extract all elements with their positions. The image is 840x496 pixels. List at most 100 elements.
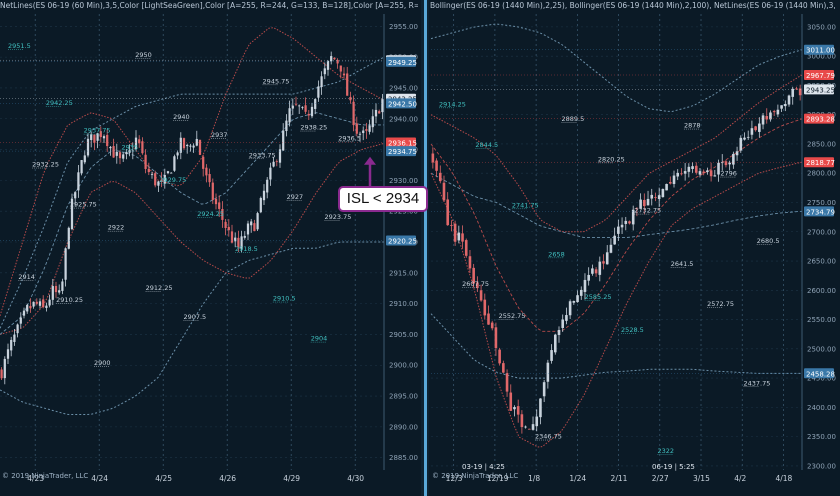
- y-tick-label: 2915.00: [389, 269, 418, 277]
- candle-body: [317, 86, 320, 98]
- candle-body: [746, 136, 750, 138]
- candle-body: [438, 172, 442, 182]
- level-label: 2932.25: [32, 161, 59, 169]
- level-label: 2904: [311, 335, 328, 343]
- candle-body: [680, 173, 683, 175]
- candle-body: [179, 137, 182, 153]
- price-tag: [386, 235, 416, 246]
- y-tick-label: 2400.00: [807, 404, 836, 412]
- level-label: 2936.5: [338, 134, 361, 142]
- candle-body: [115, 151, 118, 156]
- level-label: 2658: [548, 250, 565, 258]
- candles: [0, 51, 384, 385]
- level-label: 2900: [94, 359, 111, 367]
- candle-body: [687, 166, 691, 172]
- candle-body: [10, 339, 13, 351]
- candle-body: [285, 120, 288, 132]
- candle-body: [134, 137, 138, 149]
- candle-body: [58, 290, 61, 293]
- x-tick-label: 4/29: [283, 474, 300, 483]
- candle-body: [349, 97, 352, 101]
- candle-body: [221, 208, 224, 220]
- candle-body: [310, 106, 314, 117]
- candle-body: [122, 154, 125, 159]
- candle-body: [772, 111, 776, 113]
- candle-body: [320, 76, 323, 87]
- candle-body: [468, 256, 472, 269]
- x-tick-label: 12/3: [446, 474, 463, 483]
- candle-body: [147, 168, 150, 173]
- y-tick-label: 2940.00: [389, 115, 418, 123]
- candle-body: [535, 416, 539, 427]
- level-label: 2437.75: [744, 379, 771, 387]
- x-tick-label: 1/8: [528, 474, 540, 483]
- candle-body: [211, 182, 214, 200]
- candle-body: [294, 103, 298, 105]
- level-label: 2910.5: [273, 295, 296, 303]
- candle-body: [218, 202, 221, 209]
- candle-body: [579, 289, 583, 296]
- candle-body: [13, 334, 16, 342]
- candle-body: [643, 199, 646, 207]
- candle-body: [96, 133, 99, 141]
- candle-body: [694, 165, 698, 173]
- candle-body: [787, 95, 791, 105]
- candle-body: [374, 109, 378, 117]
- candle-body: [80, 160, 83, 174]
- candle-body: [93, 134, 96, 143]
- candle-body: [776, 109, 780, 115]
- candle-body: [765, 116, 769, 120]
- candle-body: [557, 329, 561, 335]
- level-label: 2346.75: [535, 433, 562, 441]
- candle-body: [42, 299, 45, 308]
- level-label: 2950: [135, 51, 152, 59]
- candle-body: [702, 171, 705, 174]
- candle-body: [457, 232, 461, 241]
- candle-body: [650, 194, 654, 199]
- candle-body: [631, 209, 635, 225]
- candle-body: [301, 106, 304, 108]
- level-label: 2937: [211, 131, 228, 139]
- candle-body: [513, 407, 516, 410]
- level-label: 2910.25: [56, 296, 83, 304]
- candle-body: [342, 73, 346, 76]
- level-label: 2912.25: [146, 284, 173, 292]
- x-tick-label: 4/18: [775, 474, 792, 483]
- candle-body: [61, 281, 64, 291]
- price-tag-label: 2734.79: [806, 208, 835, 216]
- level-label: 2741.75: [512, 201, 539, 209]
- level-label: 2951.5: [8, 42, 31, 50]
- band-lower_100: [430, 313, 802, 379]
- price-tag-label: 2934.75: [388, 148, 417, 156]
- band-lower_25: [430, 161, 803, 448]
- band-mid: [0, 112, 384, 335]
- candle-body: [16, 324, 19, 334]
- candle-body: [639, 199, 642, 209]
- candle-body: [378, 111, 381, 114]
- candle-body: [282, 130, 285, 151]
- candle-body: [166, 171, 170, 174]
- candle-body: [654, 197, 657, 198]
- price-tag-label: 2943.25: [806, 86, 835, 94]
- candle-body: [150, 174, 154, 175]
- level-label: 2933.75: [249, 151, 276, 159]
- level-label: 2918.5: [235, 245, 258, 253]
- candle-body: [355, 123, 358, 134]
- candle-body: [720, 162, 724, 164]
- candle-body: [269, 167, 272, 180]
- candle-body: [346, 73, 349, 96]
- level-label: 2322: [657, 447, 674, 455]
- price-tag-label: 2949.25: [388, 59, 417, 67]
- y-tick-label: 2850.00: [807, 140, 836, 148]
- candle-body: [516, 406, 520, 415]
- y-tick-label: 2650.00: [807, 258, 836, 266]
- level-label: 2680.5: [757, 237, 780, 245]
- candle-body: [576, 295, 579, 303]
- candle-body: [550, 350, 553, 361]
- price-panel-1: 2955.002950.002945.002940.002935.002930.…: [0, 14, 418, 483]
- level-label: 2923.75: [324, 213, 351, 221]
- candle-body: [371, 116, 374, 128]
- price-tag: [804, 84, 834, 95]
- candle-body: [278, 149, 282, 163]
